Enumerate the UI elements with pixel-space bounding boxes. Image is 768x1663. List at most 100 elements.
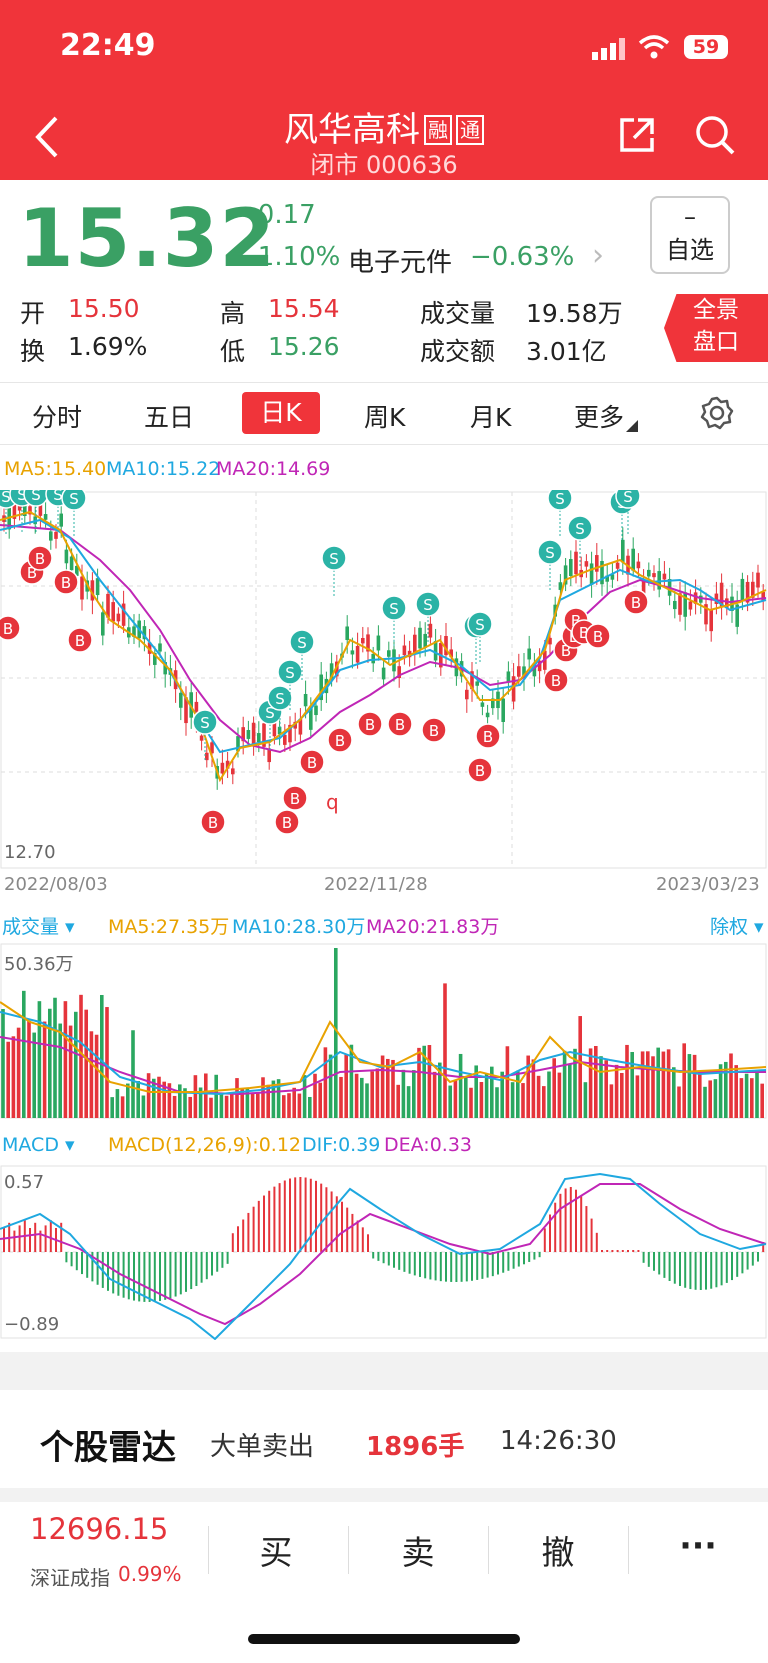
volume-bars	[1, 948, 764, 1118]
volume-bar	[339, 1076, 343, 1118]
candle-body	[75, 565, 79, 576]
volume-bar	[84, 1009, 88, 1118]
add-watchlist-button[interactable]: – 自选	[650, 196, 730, 274]
macd-min-label: −0.89	[4, 1314, 60, 1335]
volume-bar	[744, 1073, 749, 1118]
tab-more[interactable]: 更多	[574, 403, 625, 432]
volume-bar	[604, 1060, 608, 1118]
cancel-order-button[interactable]: 撤	[541, 1533, 575, 1572]
volume-chart[interactable]	[0, 942, 768, 1120]
candle-body	[485, 712, 490, 718]
candle-body	[506, 671, 511, 683]
candle-body	[527, 648, 531, 660]
index-value[interactable]: 12696.15	[30, 1512, 169, 1546]
gear-icon[interactable]	[700, 396, 734, 430]
candle-body	[641, 581, 646, 597]
candle-body	[116, 613, 121, 622]
kline-chart[interactable]: SSSSSSSSSSSSSSSSSSSSBBBBBBBBBBBBBBBBBBBB…	[0, 490, 768, 870]
tab-intraday[interactable]: 分时	[32, 403, 83, 432]
section-gap	[0, 1352, 768, 1390]
candle-body	[662, 573, 667, 580]
buy-signal-icon	[327, 727, 353, 753]
candle-body	[236, 736, 240, 752]
buy-button[interactable]: 买	[259, 1533, 293, 1572]
ma10-line	[0, 518, 767, 754]
volume-bar	[131, 1030, 135, 1118]
candle-body	[693, 592, 698, 604]
dropdown-corner-icon	[626, 420, 638, 432]
buy-signal-letter: B	[475, 762, 485, 780]
volume-bar	[479, 1081, 484, 1118]
radar-time: 14:26:30	[500, 1426, 617, 1456]
volume-bar	[188, 1096, 192, 1118]
candle-body	[537, 660, 542, 672]
volume-bar	[198, 1087, 203, 1118]
volume-bar	[500, 1071, 504, 1118]
chart-marker: q	[326, 790, 339, 814]
ma5-line	[0, 510, 767, 783]
search-icon[interactable]	[694, 114, 736, 156]
volume-bar	[63, 1001, 68, 1118]
sector-change-pct[interactable]: −0.63%	[470, 242, 575, 272]
back-icon[interactable]	[34, 116, 60, 158]
volume-bar	[412, 1070, 416, 1118]
index-name[interactable]: 深证成指	[30, 1566, 110, 1590]
volume-bar	[105, 1007, 109, 1118]
volume-bar	[308, 1096, 312, 1118]
volume-bar	[562, 1050, 567, 1118]
candle-body	[595, 555, 599, 572]
tab-weekly-k[interactable]: 周K	[364, 403, 406, 432]
candle-body	[90, 580, 95, 601]
volume-bar	[713, 1079, 718, 1118]
buy-signal-letter: B	[483, 728, 493, 746]
candlesticks	[2, 490, 765, 790]
more-button[interactable]: ···	[679, 1526, 717, 1565]
candle-body	[12, 500, 17, 519]
tab-monthly-k[interactable]: 月K	[470, 403, 512, 432]
tab-five-day[interactable]: 五日	[144, 403, 195, 432]
volume-bar	[27, 1020, 31, 1118]
candle-body	[647, 569, 651, 577]
buy-signal-letter: B	[395, 716, 405, 734]
volume-bar	[724, 1061, 728, 1118]
macd-title[interactable]: MACD ▾	[2, 1134, 75, 1156]
sell-signal-letter: S	[1, 490, 11, 506]
index-pct[interactable]: 0.99%	[118, 1562, 182, 1586]
volume-value: 19.58万	[526, 299, 623, 328]
volume-bar	[110, 1097, 114, 1118]
sell-signal-letter: S	[275, 690, 285, 708]
volume-title[interactable]: 成交量 ▾	[2, 916, 75, 938]
macd-chart[interactable]	[0, 1164, 768, 1340]
buy-signal-icon	[585, 623, 611, 649]
volume-bar	[318, 1082, 322, 1118]
candle-body	[491, 698, 495, 709]
candle-body	[423, 633, 427, 648]
volume-max-label: 50.36万	[4, 954, 74, 975]
sell-signal-icon	[467, 611, 493, 637]
panorama-button[interactable]: 全景 盘口	[664, 294, 768, 362]
adjust-dropdown[interactable]: 除权 ▾	[710, 916, 764, 938]
sell-signal-letter: S	[17, 490, 27, 504]
volume-bar	[22, 990, 26, 1118]
tab-daily-k[interactable]: 日K	[242, 392, 320, 434]
sell-button[interactable]: 卖	[401, 1533, 435, 1572]
volume-bar	[656, 1047, 660, 1118]
buy-signal-letter: B	[561, 642, 571, 660]
low-value: 15.26	[268, 332, 340, 361]
volume-bar	[224, 1095, 229, 1118]
sector-name[interactable]: 电子元件	[348, 248, 453, 278]
volume-bar	[152, 1078, 156, 1118]
sell-signal-letter: S	[623, 490, 633, 506]
candle-body	[709, 609, 713, 632]
volume-bar	[432, 1071, 437, 1118]
chevron-right-icon[interactable]: ›	[592, 238, 604, 273]
dif-value: DIF:0.39	[302, 1134, 381, 1156]
stock-radar-card[interactable]: 个股雷达 大单卖出 1896手 14:26:30	[10, 1390, 760, 1502]
signal-icon	[592, 38, 625, 60]
candle-body	[355, 645, 360, 663]
share-icon[interactable]	[618, 116, 656, 154]
volume-bar	[32, 1032, 36, 1118]
volume-bar	[157, 1076, 161, 1118]
candle-body	[309, 706, 313, 730]
volume-bar	[578, 1016, 582, 1118]
